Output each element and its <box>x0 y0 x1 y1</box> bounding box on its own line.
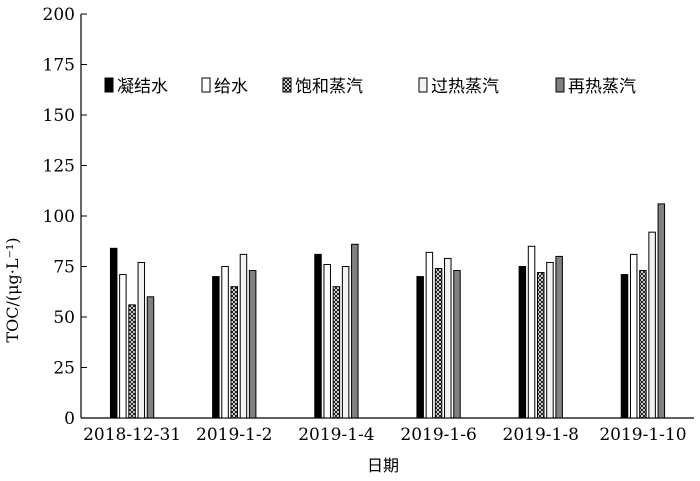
legend-swatch <box>555 77 565 93</box>
y-tick-label: 125 <box>43 157 75 177</box>
bar <box>239 253 248 419</box>
bar <box>212 276 220 419</box>
bar <box>620 274 629 419</box>
bar <box>230 286 238 419</box>
legend-swatch <box>104 77 114 93</box>
bar <box>657 203 666 419</box>
x-tick-label: 2018-12-31 <box>83 425 181 445</box>
x-tick-label: 2019-1-8 <box>503 425 579 445</box>
bar <box>444 257 452 419</box>
y-tick-label: 50 <box>53 308 75 328</box>
bar <box>425 251 434 419</box>
bar <box>555 255 563 419</box>
y-axis-title: TOC/(μg·L⁻¹) <box>3 237 22 342</box>
bar <box>323 263 331 419</box>
bar <box>518 266 527 419</box>
bar <box>221 266 229 419</box>
y-tick-label: 100 <box>43 207 75 227</box>
legend-swatch <box>282 77 292 93</box>
bar <box>137 261 146 419</box>
legend: 凝结水 给水 饱和蒸汽 过热蒸汽 再热蒸汽 <box>104 77 636 97</box>
bar <box>648 231 656 419</box>
y-tick-label: 200 <box>43 5 75 25</box>
legend-swatch <box>418 77 428 93</box>
bar <box>314 253 322 419</box>
legend-label: 凝结水 <box>117 77 168 97</box>
x-tick-label: 2019-1-4 <box>298 425 374 445</box>
y-tick-label: 0 <box>64 409 75 429</box>
y-tick-label: 175 <box>43 56 75 76</box>
x-tick-label: 2019-1-6 <box>400 425 476 445</box>
legend-label: 过热蒸汽 <box>431 77 499 97</box>
legend-label: 给水 <box>214 77 248 97</box>
legend-label: 饱和蒸汽 <box>295 77 363 97</box>
legend-label: 再热蒸汽 <box>568 77 636 97</box>
legend-swatch <box>201 77 211 93</box>
bar <box>351 243 359 419</box>
bar <box>248 270 257 419</box>
bar <box>527 245 536 419</box>
y-tick-label: 75 <box>53 258 75 278</box>
bar <box>119 274 127 419</box>
bar <box>109 247 118 419</box>
bar <box>332 286 341 419</box>
bar <box>537 272 545 419</box>
bar <box>639 270 647 419</box>
x-tick-label: 2019-1-10 <box>599 425 686 445</box>
bar <box>128 304 136 419</box>
bar <box>629 253 638 419</box>
bar <box>341 266 350 419</box>
axes: 0 25 50 75 100 125 150 175 200 2018-12-31 2019-1-2… <box>43 5 694 445</box>
y-tick-label: 150 <box>43 106 75 126</box>
x-axis-title: 日期 <box>367 456 399 475</box>
bar <box>146 296 155 419</box>
y-tick-label: 25 <box>53 359 75 379</box>
bar <box>416 276 424 419</box>
bar <box>434 268 443 419</box>
bars <box>109 203 666 419</box>
bar <box>546 261 554 419</box>
x-tick-label: 2019-1-2 <box>196 425 272 445</box>
bar <box>453 270 461 419</box>
